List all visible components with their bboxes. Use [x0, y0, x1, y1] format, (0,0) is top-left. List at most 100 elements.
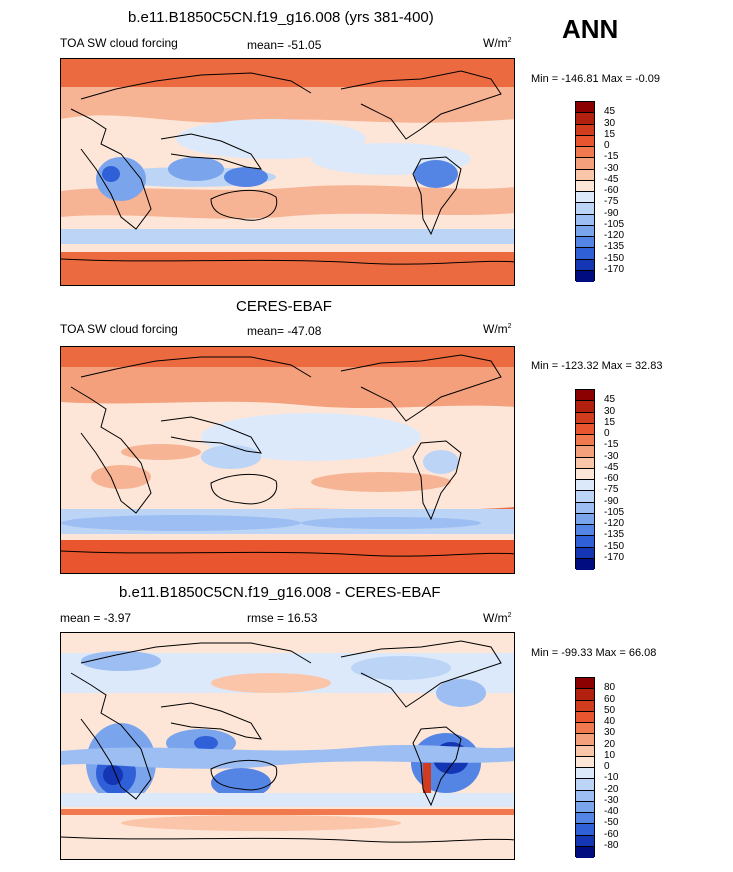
colorbar-2-tick-label: -45: [604, 461, 619, 473]
colorbar-1-swatch: [576, 237, 594, 249]
panel-3-map: [60, 632, 515, 860]
colorbar-3-swatch: [576, 711, 594, 723]
colorbar-1-tick-label: -170: [604, 263, 625, 275]
panel-2-title: CERES-EBAF: [236, 298, 332, 315]
colorbar-2-tick-label: -60: [604, 473, 619, 484]
panel-3-mean-label: mean = -3.97: [60, 611, 132, 625]
colorbar-1-tick-label: 45: [604, 106, 616, 118]
colorbar-3-tick-label: -40: [604, 806, 619, 817]
colorbar-3-tick-label: 40: [604, 716, 616, 727]
colorbar-3-tick-label: 80: [604, 682, 616, 694]
panel-2-mean-label: mean= -47.08: [247, 324, 322, 338]
colorbar-2-swatch: [576, 525, 594, 537]
colorbar-3-tick-label: -20: [604, 783, 619, 795]
colorbar-3-tick-label: -30: [604, 794, 619, 806]
colorbar-1-tick-label: -75: [604, 196, 619, 208]
panel-2-variable-label: TOA SW cloud forcing: [60, 322, 178, 336]
colorbar-3-tick-label: -80: [604, 839, 619, 851]
colorbar-1-tick-label: -45: [604, 173, 619, 185]
colorbar-1-swatch: [576, 192, 594, 204]
colorbar-1-swatch: [576, 135, 594, 147]
colorbar-2-tick-label: -75: [604, 484, 619, 496]
colorbar-2-swatch: [576, 547, 594, 559]
colorbar-2-tick-label: -30: [604, 450, 619, 462]
colorbar-1-swatch: [576, 203, 594, 215]
colorbar-1-swatch: [576, 102, 594, 114]
colorbar-1-tick-label: 0: [604, 140, 610, 151]
colorbar-2-tick-label: 45: [604, 394, 616, 406]
colorbar-2-swatch: [576, 435, 594, 447]
colorbar-3-tick-label: -10: [604, 772, 619, 784]
colorbar-1-swatch: [576, 225, 594, 237]
panel-2-minmax-label: Min = -123.32 Max = 32.83: [531, 360, 663, 372]
colorbar-3: [575, 677, 595, 858]
colorbar-3-swatch: [576, 846, 594, 858]
colorbar-3-tick-label: 30: [604, 727, 616, 739]
colorbar-3-swatch: [576, 745, 594, 757]
colorbar-2-swatch: [576, 457, 594, 469]
panel-3-minmax-label: Min = -99.33 Max = 66.08: [531, 647, 657, 659]
colorbar-2-swatch: [576, 412, 594, 424]
colorbar-1-swatch: [576, 169, 594, 181]
colorbar-3-swatch: [576, 801, 594, 813]
colorbar-1-tick-label: 15: [604, 128, 616, 140]
colorbar-2-tick-label: -105: [604, 506, 625, 518]
colorbar-1-tick-label: -105: [604, 218, 625, 230]
colorbar-3-tick-label: 20: [604, 738, 616, 750]
colorbar-3-tick-label: 0: [604, 761, 610, 772]
panel-3-rmse-label: rmse = 16.53: [247, 611, 318, 625]
panel-1-minmax-label: Min = -146.81 Max = -0.09: [531, 73, 661, 85]
colorbar-1-swatch: [576, 180, 594, 192]
colorbar-1-tick-label: 30: [604, 117, 616, 129]
colorbar-2-tick-label: 30: [604, 405, 616, 417]
colorbar-2: [575, 389, 595, 570]
colorbar-2-swatch: [576, 390, 594, 402]
colorbar-1-tick-label: -120: [604, 230, 625, 241]
panel-1-mean-label: mean= -51.05: [247, 38, 322, 52]
panel-3-title: b.e11.B1850C5CN.f19_g16.008 - CERES-EBAF: [119, 584, 441, 601]
season-label: ANN: [562, 14, 619, 44]
colorbar-1-swatch: [576, 270, 594, 282]
colorbar-1-tick-label: -60: [604, 185, 619, 196]
colorbar-1: [575, 101, 595, 282]
colorbar-2-tick-label: -120: [604, 518, 625, 529]
colorbar-2-tick-label: -135: [604, 529, 625, 541]
colorbar-2-swatch: [576, 558, 594, 570]
colorbar-3-swatch: [576, 689, 594, 701]
colorbar-3-swatch: [576, 734, 594, 746]
panel-1-units-label: W/m2: [483, 36, 512, 50]
colorbar-3-swatch: [576, 700, 594, 712]
colorbar-3-swatch: [576, 835, 594, 847]
colorbar-1-swatch: [576, 124, 594, 136]
colorbar-2-tick-label: -90: [604, 495, 619, 507]
colorbar-3-tick-label: -60: [604, 828, 619, 840]
colorbar-1-swatch: [576, 113, 594, 125]
colorbar-2-tick-label: -150: [604, 540, 625, 552]
panel-1-map: [60, 58, 515, 286]
colorbar-2-tick-label: 0: [604, 428, 610, 439]
panel-2-map: [60, 346, 515, 574]
colorbar-1-swatch: [576, 214, 594, 226]
colorbar-2-swatch: [576, 468, 594, 480]
panel-1-variable-label: TOA SW cloud forcing: [60, 36, 178, 50]
colorbar-3-swatch: [576, 756, 594, 768]
colorbar-3-tick-label: 10: [604, 749, 616, 761]
colorbar-2-swatch: [576, 423, 594, 435]
panel-2-units-label: W/m2: [483, 322, 512, 336]
colorbar-3-swatch: [576, 813, 594, 825]
colorbar-3-tick-label: 50: [604, 704, 616, 716]
colorbar-1-tick-label: -15: [604, 151, 619, 163]
colorbar-2-swatch: [576, 491, 594, 503]
colorbar-3-tick-label: -50: [604, 817, 619, 829]
colorbar-3-swatch: [576, 678, 594, 690]
colorbar-2-swatch: [576, 446, 594, 458]
panel-1-title: b.e11.B1850C5CN.f19_g16.008 (yrs 381-400…: [128, 9, 434, 26]
colorbar-1-tick-label: -150: [604, 252, 625, 264]
colorbar-2-swatch: [576, 480, 594, 492]
colorbar-1-tick-label: -90: [604, 207, 619, 219]
colorbar-1-tick-label: -30: [604, 162, 619, 174]
colorbar-1-tick-label: -135: [604, 241, 625, 253]
colorbar-3-swatch: [576, 790, 594, 802]
colorbar-1-swatch: [576, 248, 594, 260]
colorbar-3-swatch: [576, 768, 594, 780]
